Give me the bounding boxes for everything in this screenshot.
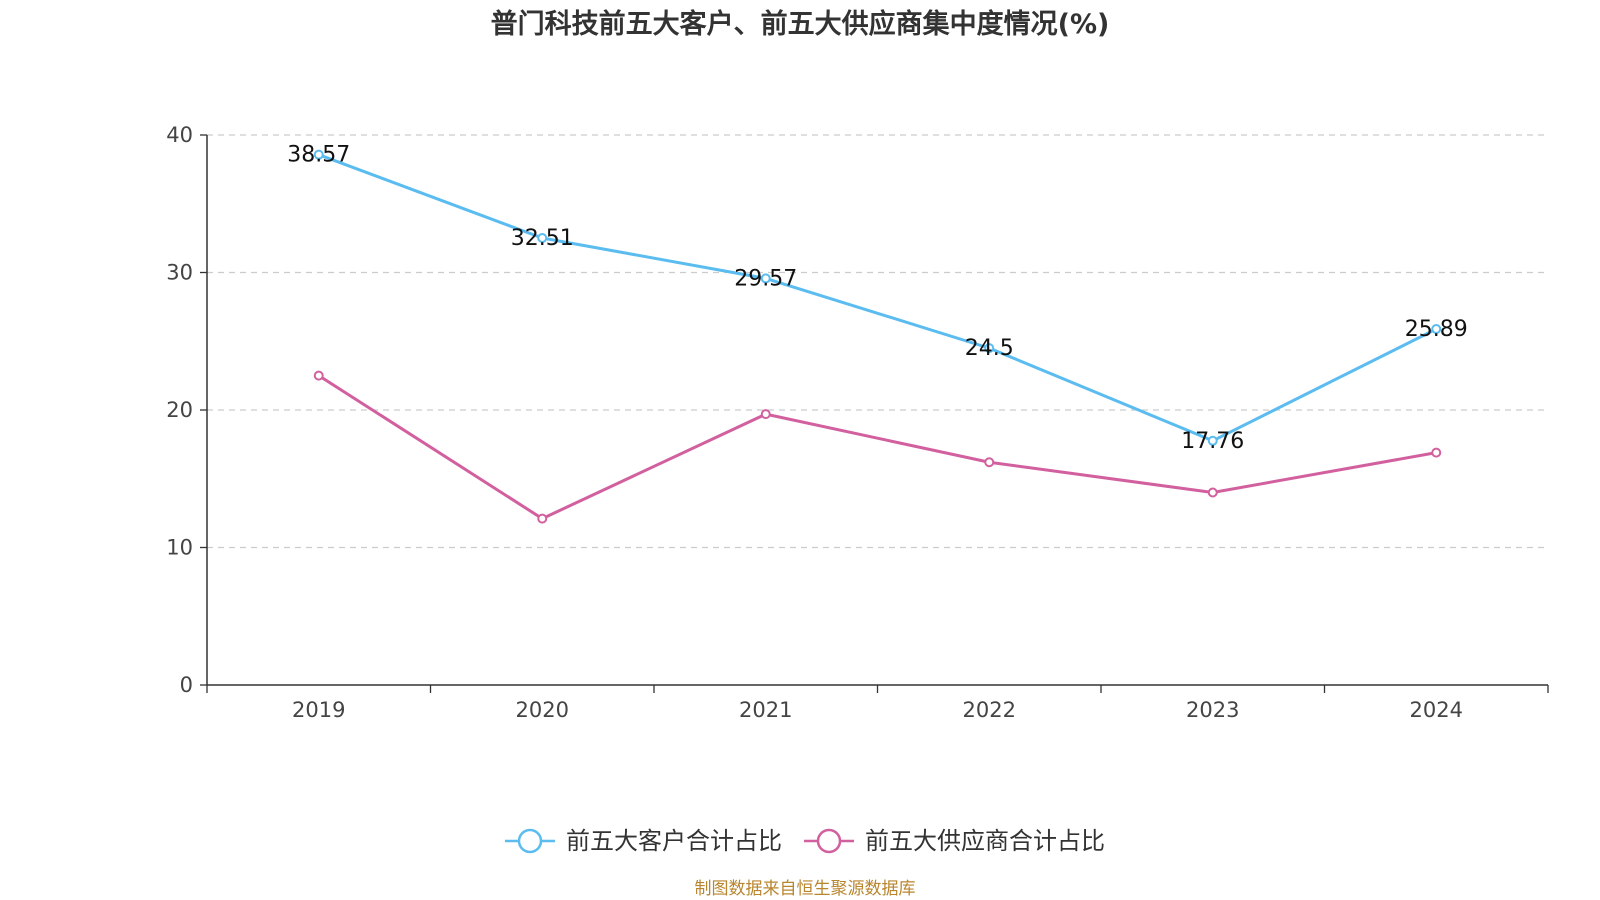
series-layer — [313, 149, 1442, 524]
data-label: 25.89 — [1405, 317, 1468, 342]
x-tick-label: 2024 — [1410, 698, 1463, 722]
data-label: 32.51 — [511, 226, 574, 251]
chart-title: 普门科技前五大客户、前五大供应商集中度情况(%) — [491, 8, 1110, 40]
legend-marker-customers — [517, 828, 543, 854]
y-tick-label: 40 — [166, 123, 193, 147]
legend-item-customers[interactable]: 前五大客户合计占比 — [505, 827, 782, 855]
x-tick-label: 2023 — [1186, 698, 1239, 722]
data-point[interactable] — [1207, 435, 1218, 446]
y-tick-label: 20 — [166, 398, 193, 422]
data-point[interactable] — [537, 232, 548, 243]
x-tick-label: 2022 — [963, 698, 1016, 722]
legend-label-suppliers: 前五大供应商合计占比 — [865, 827, 1105, 855]
data-point[interactable] — [984, 457, 995, 468]
data-point[interactable] — [1431, 324, 1442, 335]
data-point[interactable] — [313, 149, 324, 160]
data-point[interactable] — [984, 343, 995, 354]
data-label: 17.76 — [1181, 429, 1244, 454]
data-label: 29.57 — [734, 266, 797, 291]
data-point[interactable] — [760, 409, 771, 420]
data-label: 38.57 — [287, 143, 350, 168]
data-source-note: 制图数据来自恒生聚源数据库 — [695, 879, 916, 899]
data-point[interactable] — [760, 273, 771, 284]
x-tick-label: 2019 — [292, 698, 345, 722]
legend-marker-suppliers — [816, 828, 842, 854]
data-label: 24.5 — [965, 336, 1014, 361]
legend-item-suppliers[interactable]: 前五大供应商合计占比 — [804, 827, 1105, 855]
x-tick-label: 2021 — [739, 698, 792, 722]
y-tick-label: 0 — [180, 673, 193, 697]
legend-label-customers: 前五大客户合计占比 — [566, 827, 782, 855]
legend: 前五大客户合计占比 前五大供应商合计占比 — [505, 827, 1105, 855]
data-point[interactable] — [1431, 447, 1442, 458]
data-point[interactable] — [537, 513, 548, 524]
series-line-1 — [317, 374, 1437, 521]
data-point[interactable] — [1207, 487, 1218, 498]
x-tick-label: 2020 — [516, 698, 569, 722]
grid-lines — [207, 134, 1548, 549]
data-labels: 38.57 32.51 29.57 24.5 17.76 25.89 — [287, 143, 1467, 454]
y-tick-label: 30 — [166, 261, 193, 285]
data-point[interactable] — [313, 370, 324, 381]
y-tick-label: 10 — [166, 536, 193, 560]
axes: 0 10 20 30 40 2019 2020 2021 2022 2023 2024 — [166, 123, 1549, 722]
series-line-0 — [318, 153, 1437, 443]
